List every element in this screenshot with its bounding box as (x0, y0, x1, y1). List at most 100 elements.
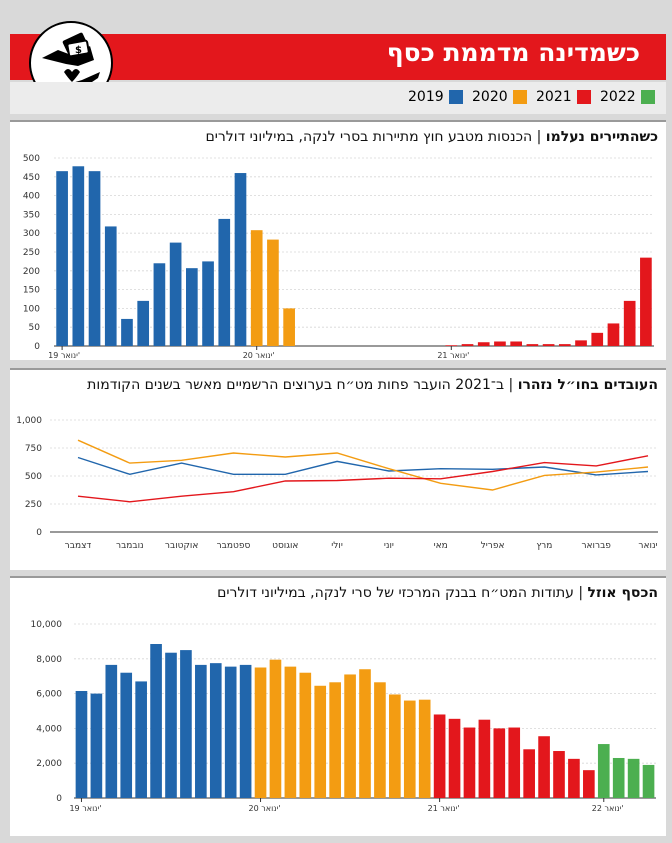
y-tick-label: 200 (23, 267, 40, 277)
legend-swatch-2019 (448, 90, 463, 104)
y-tick-label: 500 (25, 472, 42, 482)
y-tick-label: 0 (34, 342, 40, 352)
bar (538, 736, 550, 798)
y-tick-label: 8,000 (36, 655, 62, 665)
legend-swatch-2022 (640, 90, 655, 104)
y-tick-label: 0 (36, 528, 42, 538)
x-tick-label: ינואר 21' (428, 804, 460, 813)
y-tick-label: 0 (56, 794, 62, 804)
x-tick-label: ספטמבר (217, 541, 251, 551)
bar (542, 344, 555, 346)
bar (463, 727, 476, 798)
y-tick-label: 1,000 (16, 416, 42, 426)
header-banner: כשמדינה מדממת כסף (10, 34, 666, 80)
y-tick-label: 10,000 (31, 620, 63, 630)
y-tick-label: 500 (23, 154, 40, 164)
bar (104, 226, 117, 346)
legend-item-2021: 2021 (536, 89, 591, 105)
y-tick-label: 50 (29, 323, 41, 333)
remittance-chart-title: העובדים בחו״ל נזהרו | ב־2021 הועבר פחות … (87, 377, 658, 393)
x-tick-label: מאי (434, 541, 448, 551)
bar (135, 681, 147, 798)
reserves-title-rest: | עתודות המט״ח בבנק המרכזי של סרי לנקה, … (217, 585, 588, 601)
x-tick-label: ינואר 19' (48, 351, 80, 360)
bar (88, 171, 101, 346)
bar (314, 685, 327, 798)
series-line-2020 (77, 439, 649, 491)
bar (56, 171, 68, 346)
legend-swatch-2021 (576, 90, 591, 104)
bar (591, 332, 604, 346)
x-tick-label: פברואר (581, 541, 611, 551)
x-tick-label: יולי (331, 541, 343, 551)
bar (218, 218, 231, 346)
bar (612, 757, 625, 798)
bar (329, 682, 341, 798)
reserves-title-bold: הכסף אוזל (587, 585, 658, 601)
reserves-panel: הכסף אוזל | עתודות המט״ח בבנק המרכזי של … (10, 576, 666, 836)
bar (254, 667, 267, 798)
bar (558, 344, 571, 346)
bar (553, 751, 565, 798)
remittance-title-bold: העובדים בחו״ל נזהרו (517, 377, 658, 393)
x-tick-label: ינואר 20' (249, 804, 281, 813)
y-tick-label: 6,000 (36, 690, 62, 700)
bar (224, 666, 237, 798)
bar (195, 664, 207, 798)
y-tick-label: 400 (23, 192, 40, 202)
x-tick-label: מרץ (536, 541, 552, 551)
y-tick-label: 350 (23, 210, 40, 220)
bar (267, 239, 279, 346)
bar (75, 690, 88, 798)
bar (403, 700, 416, 798)
bar (448, 718, 461, 798)
x-tick-label: ינואר 19' (69, 804, 101, 813)
bar (433, 714, 446, 798)
legend-label-2021: 2021 (536, 89, 572, 105)
legend-item-2022: 2022 (600, 89, 655, 105)
bar (150, 644, 162, 798)
bar (477, 342, 490, 346)
bar (283, 308, 295, 346)
reserves-chart-title: הכסף אוזל | עתודות המט״ח בבנק המרכזי של … (217, 585, 658, 601)
bar (575, 340, 587, 346)
legend-label-2020: 2020 (472, 89, 508, 105)
y-tick-label: 750 (25, 444, 42, 454)
tourism-panel: כשהתיירים נעלמו | הכנסות מטבע חוץ מתיירו… (10, 120, 666, 360)
y-tick-label: 150 (23, 286, 40, 296)
remittance-title-rest: | ב־2021 הועבר פחות מט״ח בערוצים הרשמיים… (87, 377, 518, 393)
bar (642, 764, 655, 798)
x-tick-label: אוקטובר (165, 541, 198, 551)
reserves-bar-chart: 0 2,000 4,000 6,000 8,000 10,000 ינואר 19' ינוא… (31, 620, 656, 813)
legend-item-2020: 2020 (472, 89, 527, 105)
legend-label-2019: 2019 (408, 89, 444, 105)
tourism-bar-chart: 0 50 100 150 200 250 300 350 400 450 500 ינואר 19' י… (23, 154, 654, 360)
bar (493, 728, 506, 798)
bar (607, 323, 620, 346)
remittance-panel: העובדים בחו״ל נזהרו | ב־2021 הועבר פחות … (10, 368, 666, 570)
bar (209, 663, 222, 798)
series-line-2019 (77, 456, 649, 476)
x-tick-label: יוני (384, 541, 394, 551)
bar (627, 758, 640, 798)
bar (169, 242, 182, 346)
y-tick-label: 250 (25, 500, 42, 510)
bar (269, 659, 282, 798)
bar (120, 672, 133, 798)
bar (180, 650, 192, 798)
x-tick-label: נובמבר (116, 541, 144, 551)
x-tick-label: אפריל (481, 541, 505, 551)
bar (568, 758, 580, 798)
bar (583, 770, 595, 798)
bar (597, 744, 610, 798)
legend-swatch-2020 (512, 90, 527, 104)
bar (374, 682, 386, 798)
tourism-title-bold: כשהתיירים נעלמו (545, 129, 658, 145)
y-tick-label: 4,000 (36, 724, 62, 734)
y-tick-label: 450 (23, 173, 40, 183)
bar (202, 261, 214, 346)
bar (234, 173, 247, 346)
bar (461, 344, 474, 346)
bar (250, 230, 263, 346)
bar (494, 341, 506, 346)
